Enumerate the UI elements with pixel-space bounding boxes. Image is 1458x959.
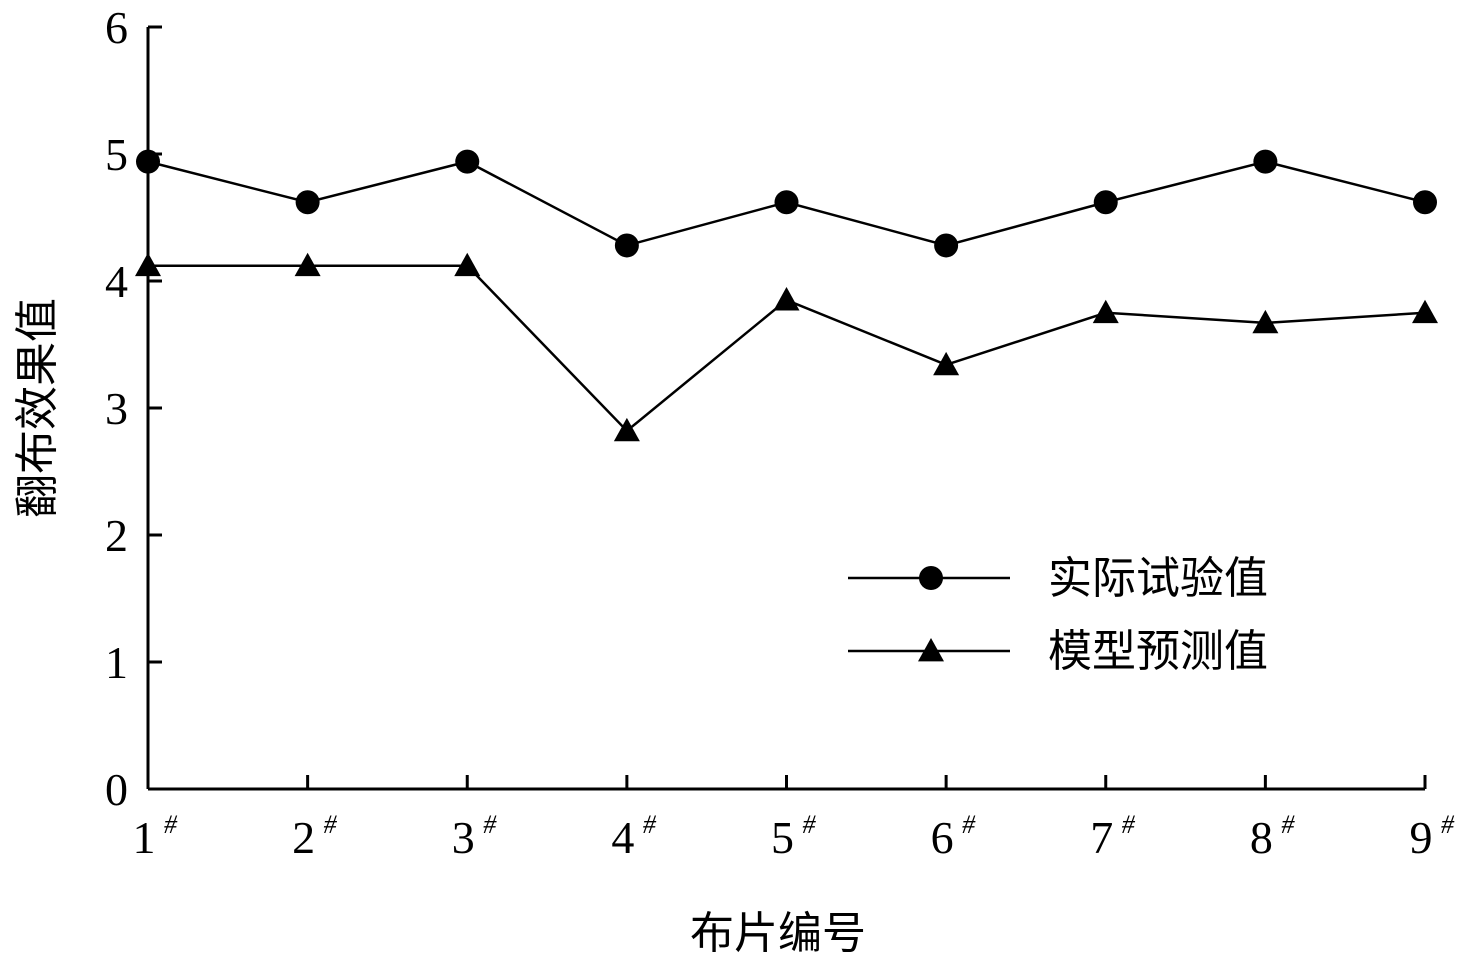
circle-marker xyxy=(1093,190,1118,215)
triangle-marker xyxy=(773,287,800,311)
circle-marker xyxy=(295,190,320,215)
y-tick-label: 1 xyxy=(105,637,128,688)
x-tick-label: 7 xyxy=(1090,812,1113,863)
x-tick-label-superscript: # xyxy=(164,810,178,839)
triangle-marker xyxy=(1092,299,1119,324)
triangle-marker xyxy=(613,417,640,442)
x-tick-label-superscript: # xyxy=(803,810,817,839)
y-tick-label: 2 xyxy=(105,510,128,561)
x-tick-label-superscript: # xyxy=(643,810,657,839)
x-tick-label-superscript: # xyxy=(962,810,976,839)
series-layer xyxy=(135,149,1438,442)
circle-marker xyxy=(774,190,799,215)
triangle-marker xyxy=(454,252,481,277)
y-tick-label: 5 xyxy=(105,129,128,180)
circle-marker xyxy=(934,233,959,258)
x-tick-label: 5 xyxy=(771,812,794,863)
legend-label: 模型预测值 xyxy=(1048,626,1268,677)
y-tick-label: 6 xyxy=(105,2,128,53)
x-tick-label: 3 xyxy=(452,812,475,863)
x-axis-title: 布片编号 xyxy=(690,908,866,959)
circle-marker xyxy=(455,149,480,174)
triangle-marker xyxy=(294,252,321,277)
triangle-marker xyxy=(1252,309,1279,334)
legend-item-2: 模型预测值 xyxy=(848,626,1268,677)
circle-marker xyxy=(1413,190,1437,215)
x-tick-label: 1 xyxy=(133,812,156,863)
legend-label: 实际试验值 xyxy=(1048,553,1268,604)
x-tick-label: 6 xyxy=(931,812,954,863)
triangle-marker xyxy=(1412,299,1438,324)
circle-marker xyxy=(614,233,639,258)
x-tick-label-superscript: # xyxy=(483,810,497,839)
legend-marker xyxy=(919,566,943,590)
x-tick-label: 9 xyxy=(1410,812,1433,863)
x-tick-label: 2 xyxy=(292,812,315,863)
circle-marker xyxy=(136,149,160,174)
y-tick-label: 4 xyxy=(105,256,128,307)
triangle-marker xyxy=(135,252,161,277)
y-tick-label: 3 xyxy=(105,383,128,434)
x-tick-label: 8 xyxy=(1250,812,1273,863)
x-tick-label-superscript: # xyxy=(1122,810,1136,839)
circle-marker xyxy=(1253,149,1278,174)
x-tick-label: 4 xyxy=(611,812,634,863)
y-tick-label: 0 xyxy=(105,764,128,815)
x-tick-label-superscript: # xyxy=(1281,810,1295,839)
series-1 xyxy=(136,149,1437,258)
triangle-marker xyxy=(933,351,960,376)
x-tick-label-superscript: # xyxy=(324,810,338,839)
legend-marker xyxy=(918,638,944,662)
x-tick-label-superscript: # xyxy=(1441,810,1455,839)
legend-item-1: 实际试验值 xyxy=(848,553,1268,604)
y-axis-title: 翻布效果值 xyxy=(12,298,63,518)
series-2 xyxy=(135,252,1438,442)
